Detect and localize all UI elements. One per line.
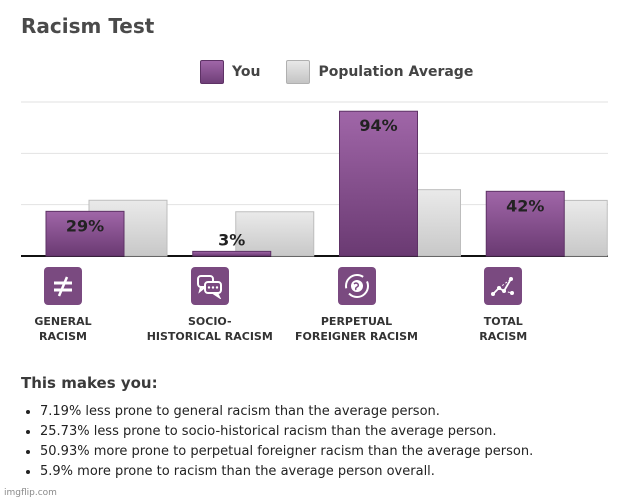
category-label: PERPETUAL FOREIGNER RACISM	[294, 315, 418, 343]
legend-label-average: Population Average	[318, 64, 474, 80]
globe-cycle-icon	[337, 267, 376, 305]
summary-item: 7.19% less prone to general racism than …	[40, 402, 622, 422]
category-label: SOCIO- HISTORICAL RACISM	[146, 315, 273, 343]
summary-item: 5.9% more prone to racism than the avera…	[40, 462, 622, 482]
bar-data-label: 94%	[359, 116, 397, 135]
speech-bubbles-icon	[190, 267, 229, 305]
bar-you	[45, 210, 125, 257]
bar-data-label: 29%	[66, 216, 104, 235]
network-graph-icon	[484, 267, 523, 305]
bar-you	[192, 250, 272, 257]
chart-legend: You Population Average	[200, 60, 473, 84]
summary-list: 7.19% less prone to general racism than …	[20, 402, 622, 482]
page-title: Racism Test	[21, 14, 155, 38]
summary-title: This makes you:	[21, 374, 158, 392]
bar-average	[235, 211, 315, 257]
not-equal-icon	[44, 267, 82, 305]
summary-item: 25.73% less prone to socio-historical ra…	[40, 422, 622, 442]
summary-item: 50.93% more prone to perpetual foreigner…	[40, 442, 622, 462]
watermark: imgflip.com	[4, 488, 57, 498]
bar-data-label: 3%	[218, 230, 245, 249]
legend-swatch-average	[286, 60, 311, 84]
bar-chart: 29% 3% 94% 42%	[21, 101, 608, 257]
category-label: GENERAL RACISM	[34, 315, 92, 343]
legend-swatch-you	[200, 60, 224, 84]
bar-data-label: 42%	[506, 196, 544, 215]
bar-you	[339, 110, 418, 257]
bar-you	[485, 190, 565, 257]
legend-label-you: You	[232, 64, 261, 80]
category-label: TOTAL RACISM	[479, 315, 528, 343]
